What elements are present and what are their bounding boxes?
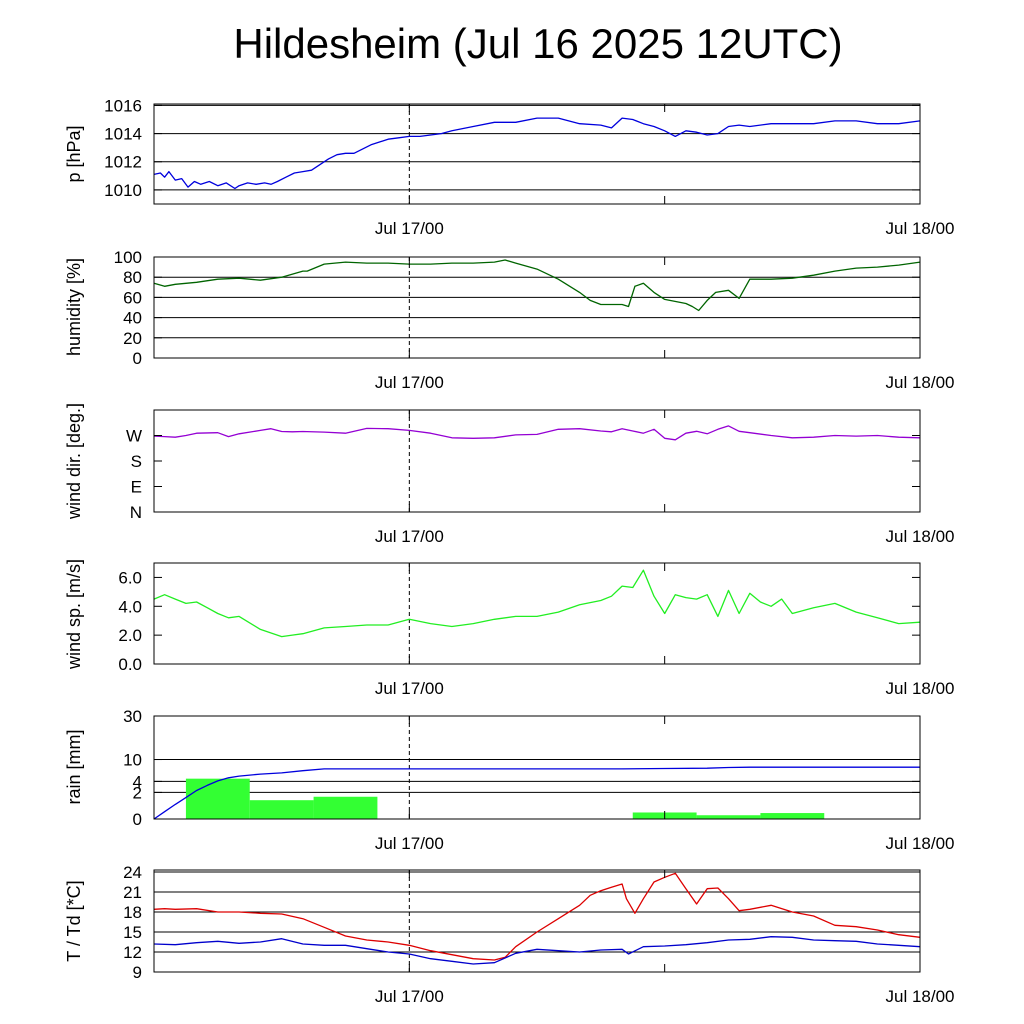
page-title: Hildesheim (Jul 16 2025 12UTC): [233, 20, 843, 67]
x-tick-label: Jul 18/00: [886, 987, 955, 1006]
y-tick-label: 1014: [104, 125, 142, 144]
y-tick-label: 2.0: [118, 626, 142, 645]
y-tick-label: E: [131, 478, 142, 497]
y-tick-label: 10: [123, 751, 142, 770]
x-tick-label: Jul 18/00: [886, 679, 955, 698]
y-tick-label: W: [126, 427, 142, 446]
y-tick-label: 30: [123, 707, 142, 726]
x-tick-label: Jul 17/00: [375, 834, 444, 853]
y-tick-label: 0: [133, 349, 142, 368]
y-tick-label: 80: [123, 268, 142, 287]
rain-bar: [760, 813, 825, 819]
y-tick-label: 0.0: [118, 655, 142, 674]
y-tick-label: 18: [123, 903, 142, 922]
y-axis-label: T / Td [*C]: [64, 880, 84, 961]
pressure-panel: 1010 1012 1014 1016 Jul 17/00 Jul 18/00 p [hPa…: [64, 96, 955, 238]
plot-frame: [153, 869, 921, 973]
y-tick-label: N: [130, 503, 142, 522]
plot-frame: [153, 103, 921, 205]
x-tick-label: Jul 18/00: [886, 219, 955, 238]
rain-panel: 0 24 10 30 Jul 17/00 Jul 18/00 rain [mm]: [64, 707, 955, 853]
y-tick-label: 6.0: [118, 568, 142, 587]
x-tick-label: Jul 18/00: [886, 834, 955, 853]
y-tick-label: 15: [123, 923, 142, 942]
y-tick-label: 9: [133, 963, 142, 982]
y-tick-label: 60: [123, 288, 142, 307]
x-tick-label: Jul 17/00: [375, 219, 444, 238]
pressure-line: [153, 117, 921, 190]
y-tick-label: 40: [123, 309, 142, 328]
x-tick-label: Jul 18/00: [886, 373, 955, 392]
y-axis-label: humidity [%]: [64, 258, 84, 356]
y-axis-label: p [hPa]: [64, 125, 84, 182]
y-tick-label: S: [131, 452, 142, 471]
dewpoint-line: [153, 936, 921, 965]
x-tick-label: Jul 18/00: [886, 527, 955, 546]
plot-frame: [153, 409, 921, 513]
x-tick-label: Jul 17/00: [375, 987, 444, 1006]
rain-bar: [313, 796, 378, 819]
y-tick-label: 1010: [104, 181, 142, 200]
wind_dir-line: [153, 425, 921, 441]
y-tick-label: 1016: [104, 96, 142, 115]
y-tick-label: 1012: [104, 153, 142, 172]
y-tick-label: 24: [123, 863, 142, 882]
y-tick-label: 4: [133, 772, 142, 791]
wind_speed-line: [153, 569, 921, 638]
x-tick-label: Jul 17/00: [375, 373, 444, 392]
humidity-line: [153, 259, 921, 312]
plot-frame: [153, 715, 921, 820]
y-tick-label: 12: [123, 943, 142, 962]
x-tick-label: Jul 17/00: [375, 679, 444, 698]
plot-frame: [153, 562, 921, 665]
y-tick-label: 20: [123, 329, 142, 348]
temperature-line: [153, 872, 921, 961]
y-tick-label: 100: [114, 248, 142, 267]
y-tick-label: 0: [133, 810, 142, 829]
rain-bar: [696, 815, 761, 819]
rain_cum-line: [153, 766, 920, 820]
y-axis-label: wind dir. [deg.]: [64, 403, 84, 520]
y-tick-label: 21: [123, 883, 142, 902]
y-axis-label: rain [mm]: [64, 729, 84, 804]
y-tick-label: 2: [133, 783, 142, 802]
wind-speed-panel: 0.0 2.0 4.0 6.0 Jul 17/00 Jul 18/00 wind sp. […: [64, 559, 955, 698]
y-axis-label: wind sp. [m/s]: [64, 559, 84, 670]
plot-frame: [153, 256, 921, 359]
rain-bar: [249, 800, 314, 819]
x-tick-label: Jul 17/00: [375, 527, 444, 546]
rain-bar: [185, 778, 250, 819]
y-tick-label: 4.0: [118, 597, 142, 616]
